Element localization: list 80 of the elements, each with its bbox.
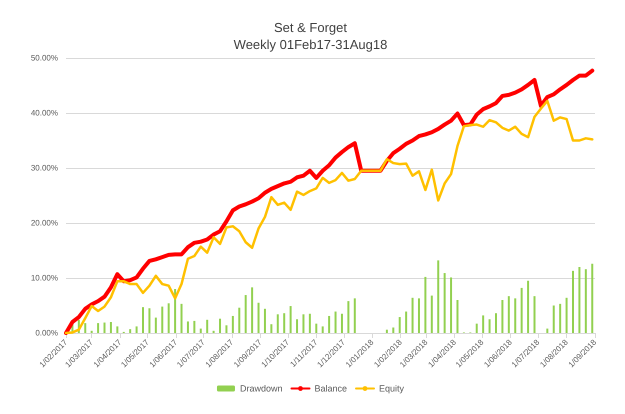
bar — [97, 323, 100, 333]
bar — [322, 326, 324, 333]
legend-label: Drawdown — [240, 384, 283, 394]
bar — [354, 298, 356, 333]
bar — [392, 328, 394, 333]
bar — [206, 320, 208, 333]
bar — [200, 328, 202, 333]
bar — [238, 308, 240, 333]
bar — [193, 320, 196, 333]
bar — [566, 298, 568, 333]
bar — [398, 317, 401, 333]
bar — [578, 267, 580, 333]
bar — [264, 308, 266, 333]
bar — [110, 322, 112, 333]
bar — [283, 313, 286, 333]
bar — [302, 314, 304, 333]
bar — [308, 314, 311, 333]
bar — [244, 295, 247, 333]
legend-label: Equity — [379, 384, 405, 394]
legend-label: Balance — [314, 384, 348, 394]
bar — [450, 277, 452, 333]
bar — [476, 324, 478, 333]
bar — [552, 306, 555, 333]
bar — [136, 326, 138, 333]
chart-subtitle: Weekly 01Feb17-31Aug18 — [234, 37, 388, 52]
bar — [501, 300, 504, 333]
bar — [116, 326, 118, 333]
y-tick-label: 50.00% — [30, 54, 58, 62]
bar — [154, 318, 157, 333]
bar — [424, 276, 426, 333]
bar — [527, 280, 530, 333]
bar — [290, 306, 292, 333]
bar — [386, 330, 388, 333]
bar — [129, 329, 132, 333]
bar — [444, 273, 446, 333]
y-tick-label: 0.00% — [35, 328, 58, 338]
bar — [482, 315, 484, 333]
bar — [520, 288, 523, 333]
y-tick-label: 10.00% — [30, 274, 58, 282]
y-tick-label: 20.00% — [30, 218, 58, 228]
bar — [533, 296, 536, 333]
bar — [276, 314, 279, 333]
bar — [142, 307, 144, 333]
bar — [591, 264, 594, 333]
bar — [488, 319, 491, 333]
chart-title: Set & Forget — [274, 20, 348, 35]
bar — [296, 319, 298, 333]
bar — [340, 314, 343, 333]
bar — [270, 324, 272, 333]
bar — [546, 328, 548, 333]
bar — [161, 306, 164, 333]
bar — [437, 260, 440, 333]
bar — [494, 313, 497, 333]
bar — [180, 304, 183, 333]
bar — [328, 316, 330, 333]
bar — [405, 312, 408, 333]
bar — [584, 269, 587, 333]
bar — [559, 304, 562, 333]
bar — [412, 298, 414, 333]
y-tick-label: 30.00% — [30, 164, 58, 172]
bar — [186, 321, 189, 333]
bar — [104, 322, 106, 333]
bar — [456, 300, 458, 333]
bar — [347, 301, 350, 333]
bar — [418, 298, 420, 333]
bar — [148, 308, 150, 333]
bar — [232, 316, 234, 333]
y-tick-label: 40.00% — [30, 108, 58, 118]
bar — [315, 324, 318, 333]
bar — [572, 270, 574, 333]
bar — [84, 323, 86, 333]
bar — [514, 298, 516, 333]
bar — [219, 318, 222, 333]
bar — [225, 325, 228, 333]
bar — [430, 296, 433, 333]
bar — [258, 302, 260, 333]
bar — [251, 287, 254, 333]
bar — [334, 312, 337, 333]
bar — [168, 303, 170, 333]
bar — [508, 296, 510, 333]
